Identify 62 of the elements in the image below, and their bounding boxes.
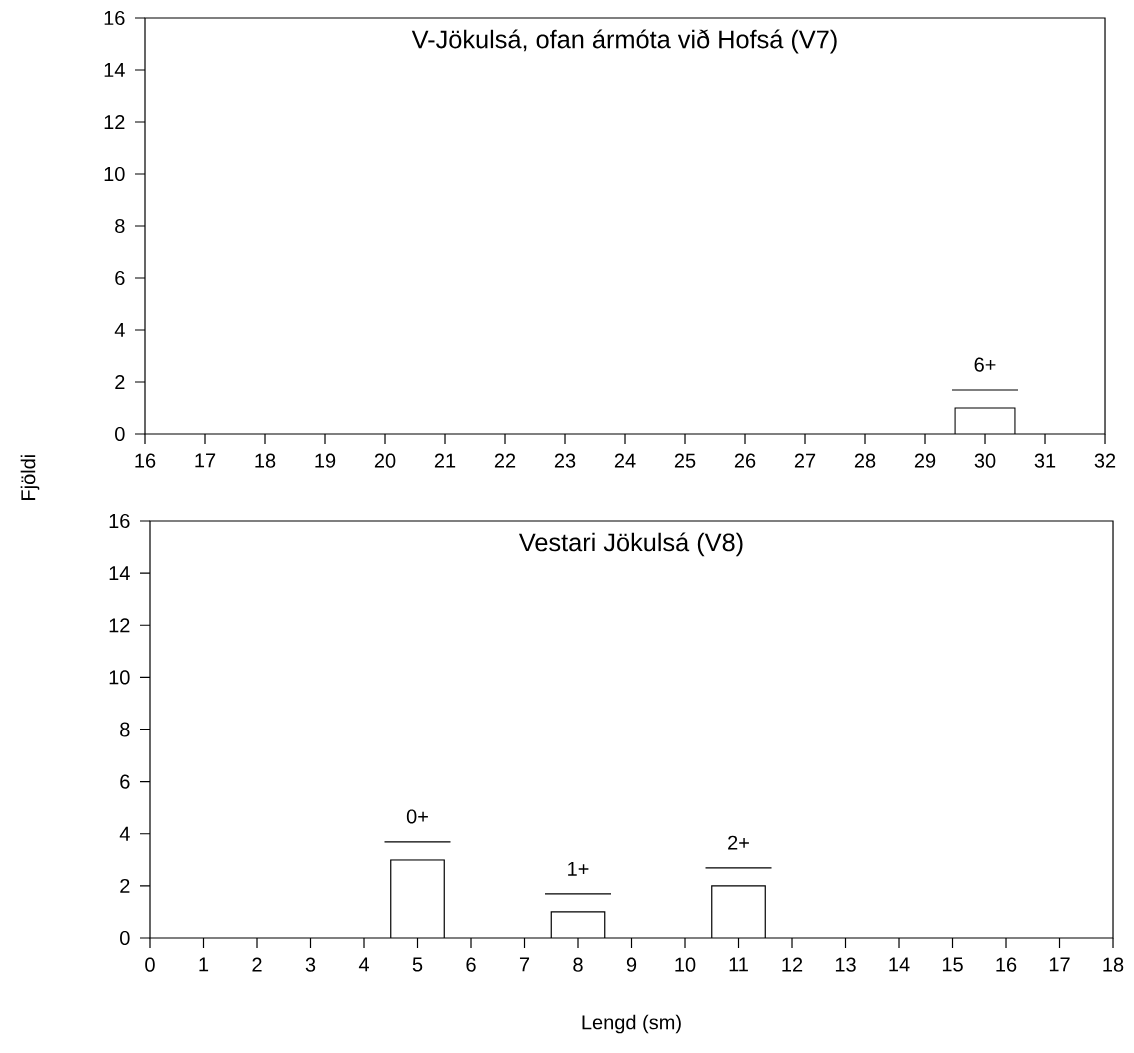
- x-tick-label: 4: [358, 957, 369, 972]
- y-tick-label: 8: [120, 722, 130, 737]
- y-tick-label: 4: [114, 323, 125, 337]
- x-tick-label: 3: [305, 957, 316, 972]
- x-tick-label: 17: [1049, 957, 1070, 972]
- y-tick-label: 10: [109, 670, 130, 685]
- y-tick-label: 2: [120, 878, 130, 893]
- x-tick-label: 7: [519, 957, 530, 972]
- x-tick-label: 31: [1034, 453, 1056, 468]
- x-tick-label: 11: [729, 957, 748, 972]
- x-tick-label: 15: [942, 957, 963, 972]
- y-tick-label: 0: [120, 930, 130, 946]
- x-tick-label: 0: [145, 957, 155, 972]
- x-tick-label: 16: [135, 453, 156, 468]
- x-axis-title: Lengd (sm): [582, 1014, 681, 1034]
- y-tick-label: 8: [115, 218, 125, 234]
- y-tick-label: 6: [115, 270, 125, 286]
- y-tick-label: 2: [115, 375, 125, 389]
- x-tick-label: 19: [315, 453, 336, 468]
- x-tick-label: 28: [854, 453, 876, 468]
- y-tick-label: 4: [119, 826, 130, 841]
- x-tick-label: 14: [889, 957, 910, 972]
- annotation: 1+: [568, 861, 589, 876]
- x-tick-label: 18: [1103, 957, 1124, 972]
- x-tick-label: 27: [794, 453, 816, 468]
- y-tick-label: 0: [115, 426, 125, 442]
- annotation: 6+: [974, 357, 996, 372]
- x-tick-label: 17: [195, 453, 216, 468]
- y-tick-label: 14: [104, 63, 125, 77]
- x-tick-label: 10: [675, 957, 696, 972]
- y-tick-label: 14: [109, 566, 130, 580]
- x-tick-label: 12: [782, 957, 803, 972]
- x-tick-label: 18: [255, 453, 276, 468]
- x-tick-label: 6: [466, 957, 476, 972]
- y-tick-label: 12: [109, 618, 130, 633]
- x-tick-label: 30: [974, 453, 996, 468]
- x-tick-label: 26: [734, 453, 756, 468]
- x-tick-label: 13: [835, 957, 856, 972]
- chart-title: V-Jökulsá, ofan ármóta við Hofsá (V7): [411, 29, 837, 54]
- x-tick-label: 20: [374, 453, 396, 468]
- y-axis-title: Fjöldi: [20, 455, 40, 500]
- x-tick-label: 9: [626, 957, 637, 972]
- x-tick-label: 2: [252, 957, 262, 972]
- x-tick-label: 8: [573, 957, 583, 972]
- x-tick-label: 32: [1094, 453, 1116, 468]
- chart-title: Vestari Jökulsá (V8): [518, 532, 743, 557]
- x-tick-label: 16: [996, 957, 1017, 972]
- annotation: 2+: [728, 835, 749, 850]
- x-tick-label: 5: [412, 957, 423, 972]
- y-tick-label: 16: [109, 513, 130, 529]
- x-tick-label: 1: [199, 957, 209, 972]
- y-tick-label: 12: [104, 115, 125, 129]
- x-tick-label: 25: [674, 453, 696, 468]
- x-tick-label: 21: [434, 453, 456, 468]
- y-tick-label: 10: [104, 166, 125, 182]
- x-tick-label: 23: [554, 453, 576, 468]
- x-tick-label: 24: [614, 453, 636, 468]
- annotation: 0+: [406, 809, 428, 824]
- y-tick-label: 16: [104, 10, 125, 26]
- x-tick-label: 22: [494, 453, 516, 468]
- x-tick-label: 29: [914, 453, 936, 468]
- y-tick-label: 6: [120, 774, 130, 789]
